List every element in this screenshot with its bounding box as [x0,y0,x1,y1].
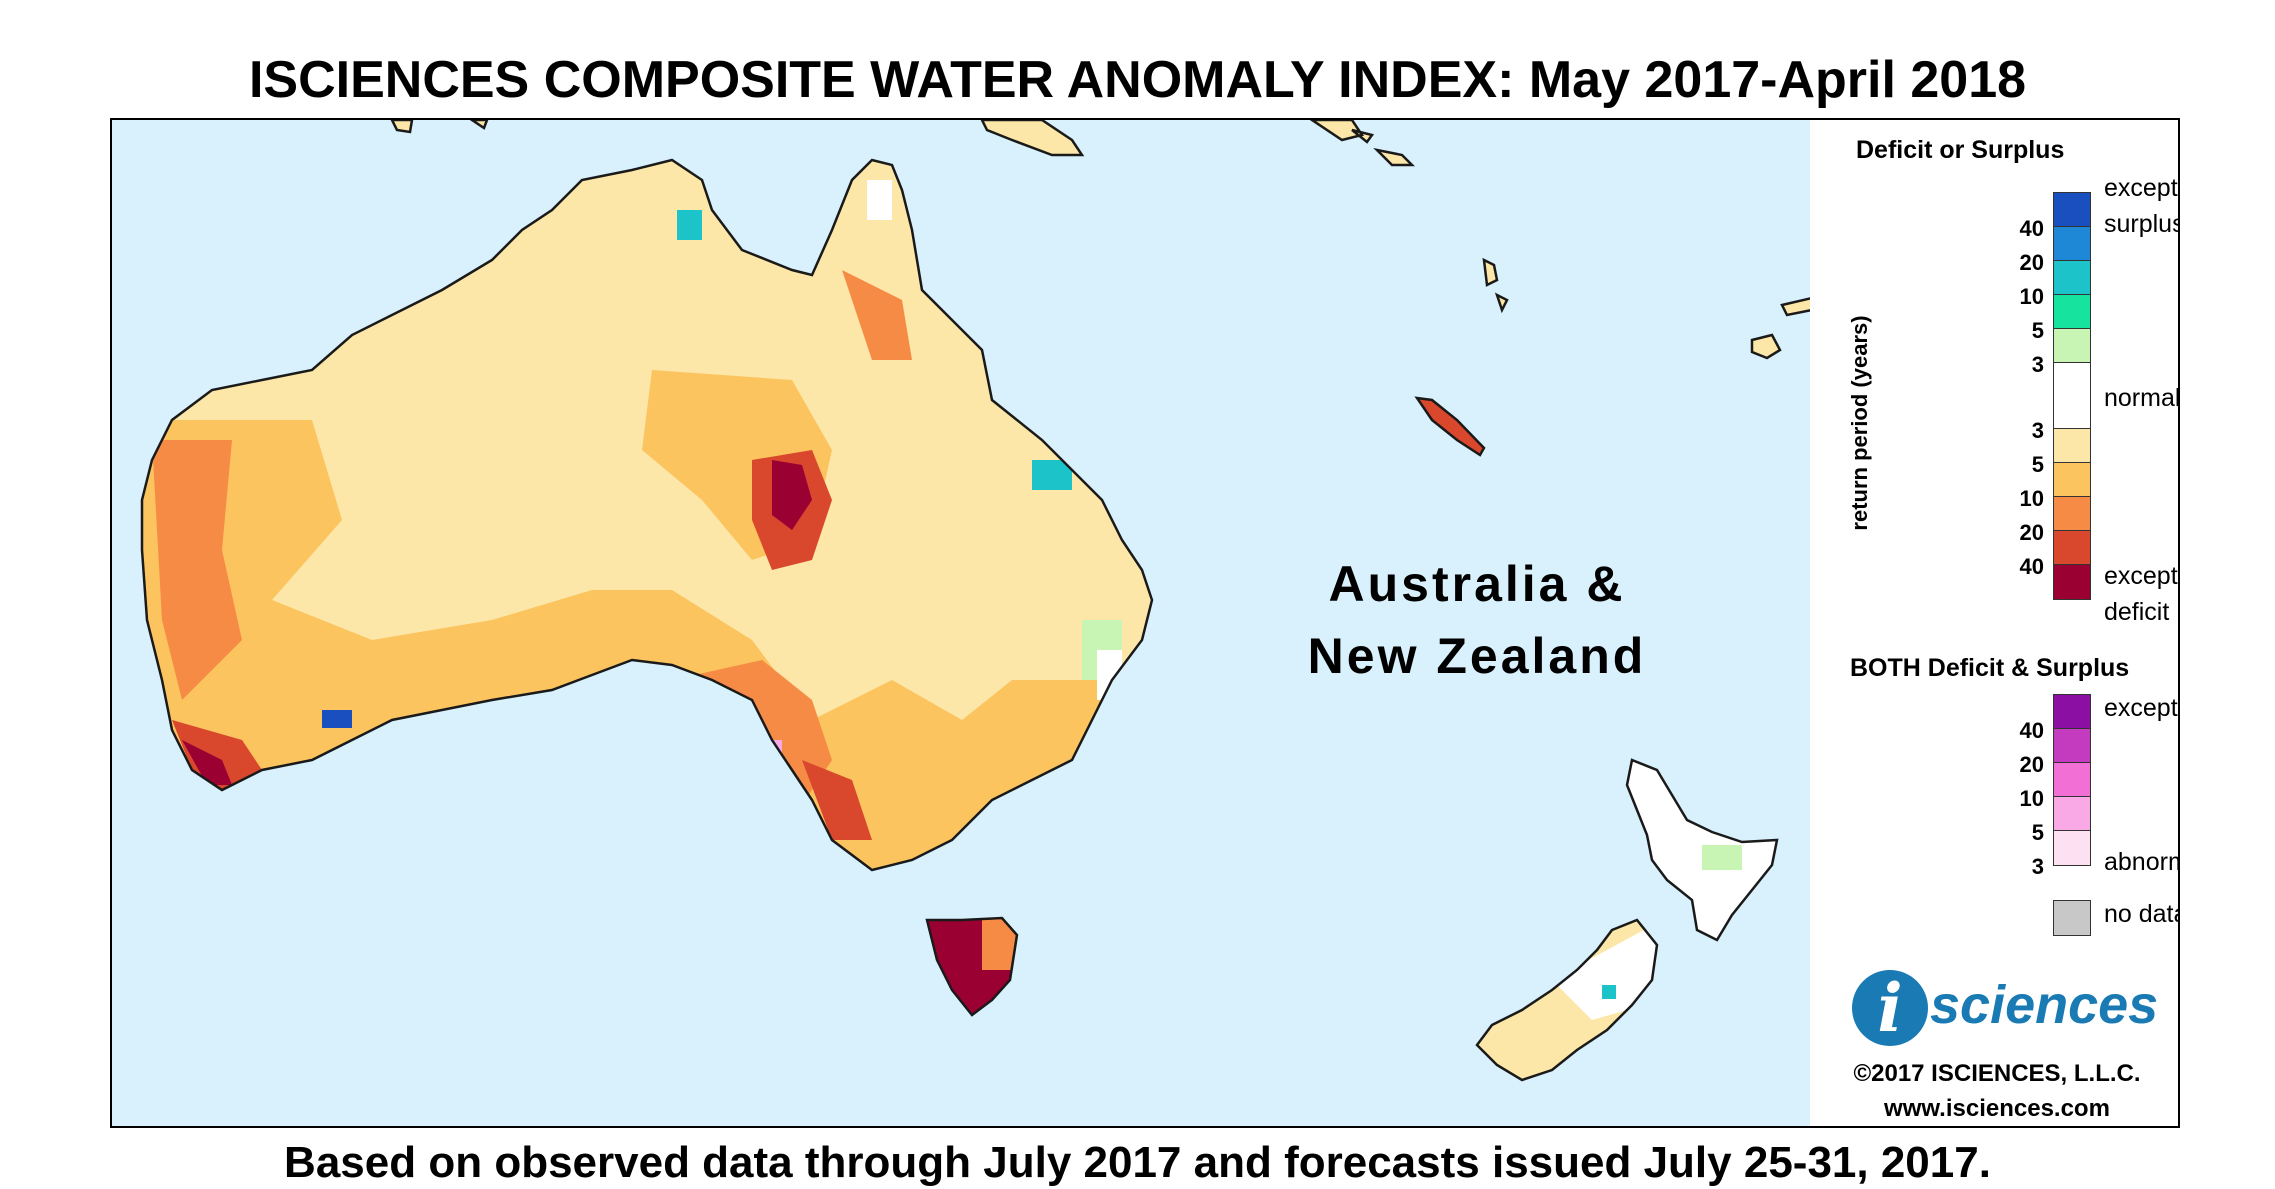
legend-swatch-normal [2053,362,2091,430]
legend-axis-label: return period (years) [1847,315,1872,531]
exceptional-deficit-central [772,460,812,530]
legend-text-no-data: no data [2104,900,2180,928]
surplus-cape-york [677,210,702,240]
legend-swatch-surplus-20 [2053,226,2091,262]
legend-swatch-both-5 [2053,796,2091,832]
new-zealand-north-outline [1625,758,1779,942]
legend-num-both-3: 3 [2031,854,2044,879]
legend-swatch-deficit-40 [2053,564,2091,600]
legend-num-deficit-3: 3 [2031,418,2044,443]
anomaly-map [112,120,1812,1126]
legend-swatch-both-10 [2053,762,2091,798]
australia-outline [140,158,1154,872]
isciences-logo-word: sciences [1930,975,2159,1035]
legend-title-deficit-surplus: Deficit or Surplus [1856,136,2065,164]
legend-text-both-exceptional: exceptional [2104,694,2178,722]
severe-deficit-victoria [802,760,872,840]
legend-num-deficit-20: 20 [2019,520,2044,545]
surplus-southwest [322,710,352,728]
timor-islands [390,120,489,134]
website-url[interactable]: www.isciences.com [1884,1095,2110,1122]
fiji [1750,296,1812,360]
normal-cape-york [867,180,892,220]
tasmania-outline [925,916,1019,1017]
isciences-logo: i sciences [1852,970,2172,1060]
vanuatu [1482,257,1509,314]
legend-swatch-surplus-40 [2053,192,2091,228]
legend-title-both: BOTH Deficit & Surplus [1850,654,2130,682]
legend-num-both-10: 10 [2019,786,2044,811]
copyright: ©2017 ISCIENCES, L.L.C. [1853,1060,2141,1087]
legend-num-surplus-5: 5 [2031,318,2044,343]
strong-deficit-gulf [842,270,912,360]
map-title: ISCIENCES COMPOSITE WATER ANOMALY INDEX:… [248,51,2027,109]
legend-num-surplus-10: 10 [2019,284,2044,309]
legend-swatch-deficit-3 [2053,428,2091,464]
legend-num-both-5: 5 [2031,820,2044,845]
legend-swatch-surplus-5 [2053,294,2091,330]
new-zealand-south-outline [1475,918,1659,1082]
legend-swatch-deficit-20 [2053,530,2091,566]
legend-text-exceptional-surplus-1: exceptional [2104,174,2178,202]
legend-num-surplus-3: 3 [2031,352,2044,377]
legend-num-deficit-40: 40 [2019,554,2044,579]
severe-deficit-southwest [172,720,262,790]
map-frame: Australia & New Zealand Deficit or Surpl… [110,118,2180,1128]
legend-swatch-both-20 [2053,728,2091,764]
legend-swatch-both-3 [2053,830,2091,866]
legend-swatch-no-data [2053,900,2091,936]
legend-text-exceptional-deficit-1: exceptional [2104,562,2178,590]
legend-num-deficit-5: 5 [2031,452,2044,477]
legend-text-normal: normal [2104,384,2180,412]
region-label: Australia & New Zealand [1292,548,1662,692]
solomon-islands [1309,120,1416,167]
legend-swatch-both-40 [2053,694,2091,730]
legend-swatch-surplus-3 [2053,328,2091,364]
exceptional-deficit-southwest [182,740,232,785]
isciences-logo-icon: i [1852,970,1928,1046]
legend-num-both-40: 40 [2019,718,2044,743]
legend-num-surplus-40: 40 [2019,216,2044,241]
legend-panel: Deficit or Surplus 40 20 10 5 3 3 5 10 2… [1810,120,2180,1126]
legend-text-exceptional-deficit-2: deficit [2104,598,2170,626]
region-label-line-1: Australia & [1328,556,1626,612]
legend-text-exceptional-surplus-2: surplus [2104,210,2180,238]
new-caledonia [1414,396,1486,457]
region-label-line-2: New Zealand [1307,628,1647,684]
papua-new-guinea-coast [980,120,1085,157]
legend-swatch-surplus-10 [2053,260,2091,296]
legend-swatch-deficit-10 [2053,496,2091,532]
legend-num-deficit-10: 10 [2019,486,2044,511]
map-footer: Based on observed data through July 2017… [284,1138,1991,1187]
legend-num-surplus-20: 20 [2019,250,2044,275]
legend-swatch-deficit-5 [2053,462,2091,498]
legend-num-both-20: 20 [2019,752,2044,777]
legend-text-both-abnormal: abnormal [2104,848,2178,876]
strong-deficit-west [152,440,242,700]
